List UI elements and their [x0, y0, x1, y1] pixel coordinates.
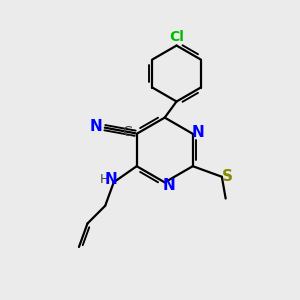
Text: N: N — [90, 119, 102, 134]
Text: C: C — [122, 125, 132, 139]
Text: H: H — [100, 173, 110, 186]
Text: N: N — [163, 178, 175, 194]
Text: S: S — [222, 169, 232, 184]
Text: N: N — [192, 125, 204, 140]
Text: N: N — [105, 172, 118, 188]
Text: Cl: Cl — [169, 30, 184, 44]
